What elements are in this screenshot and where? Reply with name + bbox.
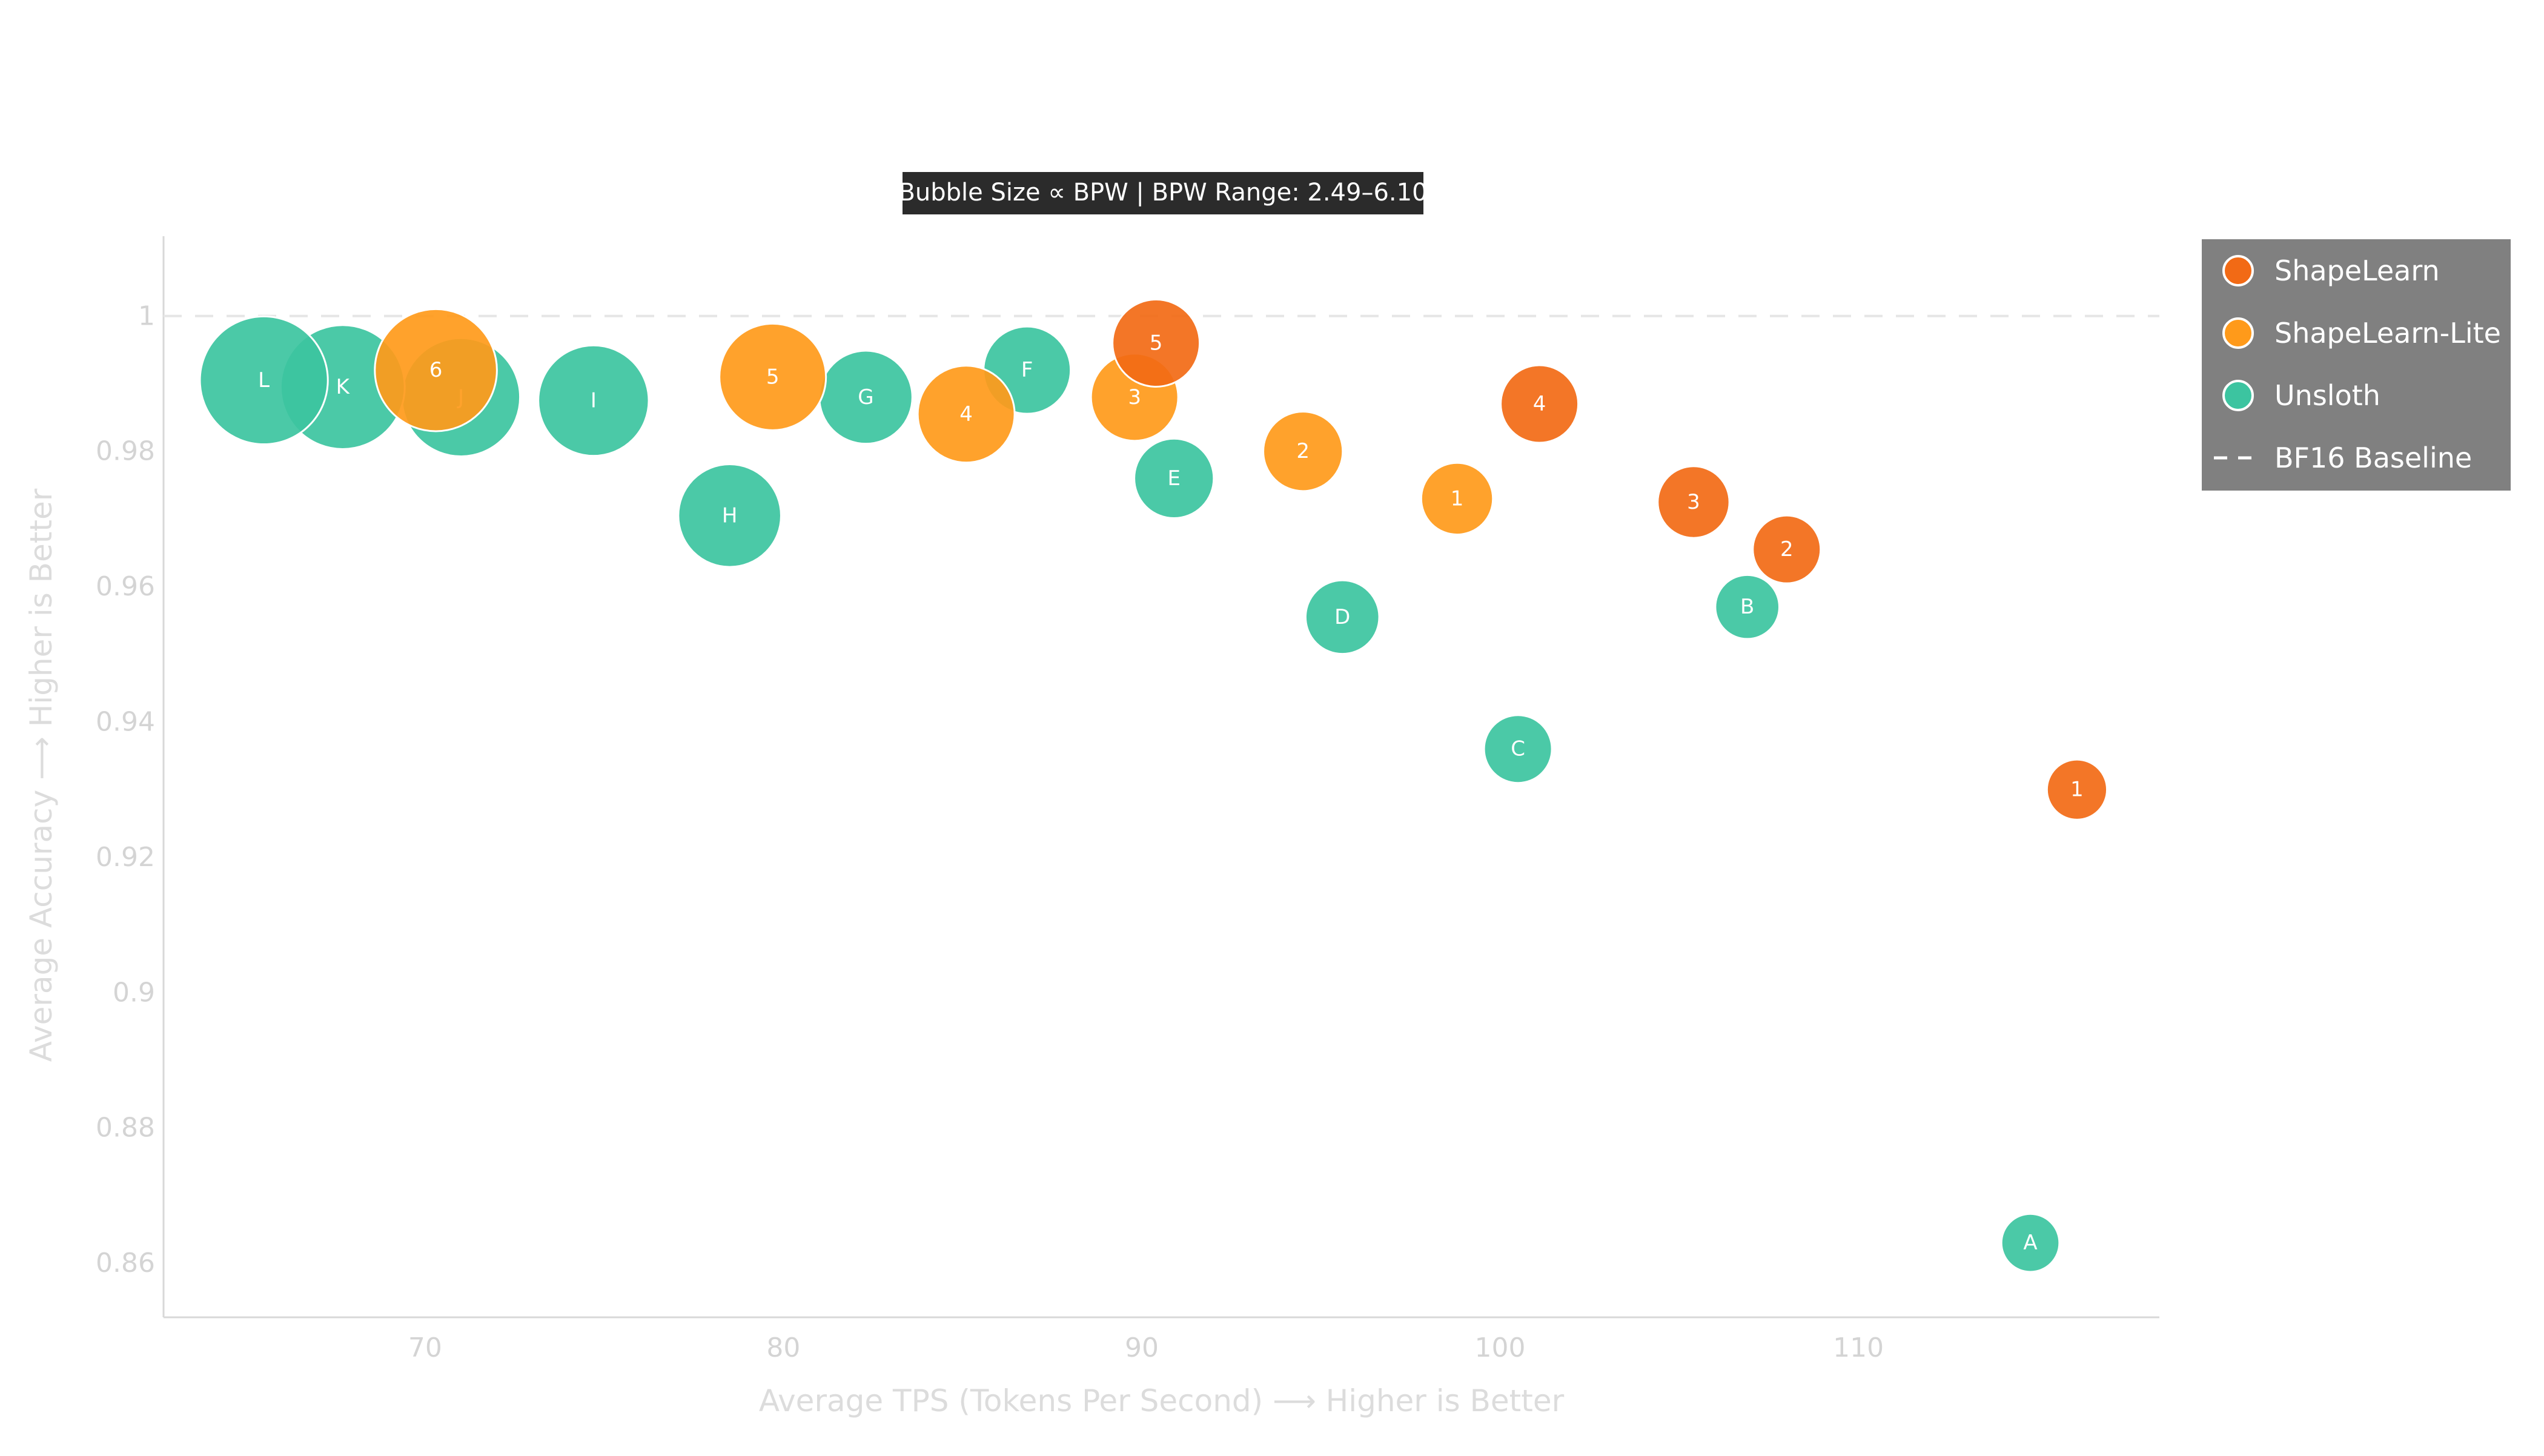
legend-label: BF16 Baseline [2274, 442, 2472, 474]
chart-title: Bubble Size ∝ BPW | BPW Range: 2.49–6.10 [898, 179, 1427, 207]
unsloth-point-label: A [2023, 1231, 2037, 1255]
legend-swatch [2222, 317, 2254, 349]
shapelearn-point-label: 1 [2070, 778, 2084, 802]
x-tick-label: 110 [1833, 1332, 1884, 1363]
unsloth-point-label: F [1021, 358, 1033, 382]
shapelearn-point-label: 2 [1780, 537, 1794, 561]
legend-swatch [2222, 255, 2254, 286]
shapelearn-lite-point-label: 6 [429, 358, 443, 382]
unsloth-point-label: H [722, 503, 738, 528]
x-tick-label: 80 [766, 1332, 800, 1363]
shapelearn-bubble-3 [1657, 465, 1731, 539]
title-layer: Bubble Size ∝ BPW | BPW Range: 2.49–6.10 [898, 172, 1428, 214]
shapelearn-bubble-4 [1500, 364, 1580, 444]
y-tick-label: 0.9 [113, 977, 155, 1008]
y-tick-label: 0.94 [96, 707, 155, 738]
legend-label: Unsloth [2274, 379, 2380, 412]
unsloth-bubble-h [677, 463, 782, 568]
unsloth-point-label: B [1740, 595, 1754, 619]
unsloth-bubble-c [1483, 714, 1553, 784]
unsloth-bubble-e [1133, 437, 1215, 519]
axes-layer [162, 236, 2159, 1319]
shapelearn-lite-point-label: 1 [1451, 486, 1464, 511]
legend-label: ShapeLearn-Lite [2274, 317, 2501, 349]
legend-label: ShapeLearn [2274, 254, 2440, 287]
shapelearn-lite-point-label: 2 [1296, 439, 1310, 463]
legend: ShapeLearn ShapeLearn-Lite Unsloth BF16 Bas… [2202, 239, 2511, 491]
unsloth-bubble-a [2000, 1213, 2061, 1273]
x-tick-label: 100 [1475, 1332, 1526, 1363]
unsloth-bubble-i [537, 344, 650, 457]
shapelearn-point-label: 3 [1687, 490, 1700, 514]
shapelearn-lite-bubble-1 [1420, 462, 1494, 536]
shapelearn-lite-bubble-6 [374, 308, 498, 432]
unsloth-point-label: E [1167, 466, 1180, 491]
shapelearn-point-label: 4 [1533, 392, 1546, 416]
shapelearn-bubble-5 [1111, 298, 1201, 388]
x-tick-label: 90 [1125, 1332, 1159, 1363]
shapelearn-lite-point-label: 5 [766, 365, 780, 389]
x-tick-label: 70 [408, 1332, 442, 1363]
y-tick-label: 0.96 [96, 571, 155, 602]
shapelearn-lite-bubble-4 [916, 365, 1016, 464]
shapelearn-bubble-2 [1752, 514, 1822, 584]
title-box [903, 172, 1423, 214]
shapelearn-bubble-1 [2045, 758, 2108, 821]
legend-box [2202, 239, 2511, 491]
y-tick-label: 0.92 [96, 842, 155, 873]
shapelearn-lite-bubble-5 [718, 322, 827, 431]
shapelearn-lite-point-label: 3 [1128, 385, 1141, 409]
shapelearn-lite-bubble-2 [1262, 411, 1344, 492]
y-axis-label: Average Accuracy ⟶ Higher is Better [24, 488, 59, 1062]
shapelearn-point-label: 5 [1150, 331, 1163, 355]
y-tick-label: 0.88 [96, 1113, 155, 1143]
bubbles-layer: ABCDEFGHIJKL12345612345 [199, 298, 2108, 1273]
y-tick-label: 0.86 [96, 1248, 155, 1279]
unsloth-point-label: C [1511, 737, 1525, 761]
unsloth-point-label: K [336, 375, 351, 399]
y-tick-label: 0.98 [96, 436, 155, 467]
tick-labels-layer: 70 80 90 100 110 0.86 0.88 0.9 0.92 0.94 0.96 0.98 1 [96, 300, 1884, 1363]
unsloth-point-label: D [1334, 605, 1350, 629]
y-tick-label: 1 [138, 300, 155, 331]
unsloth-bubble-l [199, 315, 329, 446]
unsloth-bubble-d [1304, 579, 1380, 655]
legend-swatch [2222, 380, 2254, 411]
x-axis-label: Average TPS (Tokens Per Second) ⟶ Higher… [759, 1383, 1565, 1418]
unsloth-bubble-b [1714, 574, 1781, 640]
unsloth-point-label: I [591, 388, 597, 412]
unsloth-point-label: G [858, 385, 873, 409]
shapelearn-lite-point-label: 4 [959, 402, 973, 426]
unsloth-point-label: L [258, 368, 270, 392]
